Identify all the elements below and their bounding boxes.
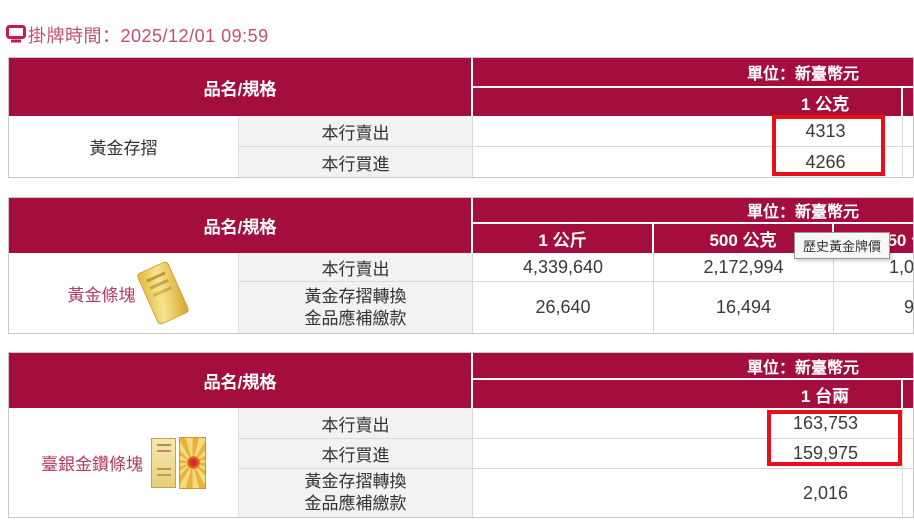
convert-label-line1: 黃金存摺轉換 [304,286,407,306]
cutoff-cell [903,146,913,177]
column-header-1g: 1 公克 [473,88,903,116]
gold-passbook-table: 品名/規格 單位：新臺幣元 1 公克 黃金存摺 本行賣出 4313 本行買進 4… [8,57,914,178]
diamond-convert-price: 2,016 [473,468,903,517]
product-spec-header: 品名/規格 [9,58,473,116]
diamond-bar-image-1[interactable] [151,437,176,488]
convert-label-line1: 黃金存摺轉換 [304,472,407,491]
product-link-gold-bars[interactable]: 黃金條塊 [67,285,136,305]
highlight-box-passbook-prices [772,115,885,176]
passbook-sell-price: 4313 [473,116,903,146]
highlight-box-diamond-prices [767,410,902,466]
product-cell-gold-bars: 黃金條塊 [9,253,239,333]
column-header-1kg: 1 公斤 [473,224,654,253]
unit-label: 單位：新臺幣元 [473,353,913,380]
buy-row-label: 本行買進 [239,438,473,468]
passbook-buy-price: 4266 [473,146,903,177]
diamond-bar-image-2[interactable] [179,436,206,489]
convert-row-label: 黃金存摺轉換 金品應補繳款 [239,281,473,333]
product-link-diamond-bars[interactable]: 臺銀金鑽條塊 [41,455,143,474]
product-name-gold-passbook: 黃金存摺 [9,116,239,177]
sell-row-label: 本行賣出 [239,116,473,146]
history-gold-price-tooltip: 歷史黃金牌價 [794,232,891,259]
bars-sell-1kg: 4,339,640 [473,253,654,281]
column-header-cutoff [903,88,913,116]
buy-row-label: 本行買進 [239,146,473,177]
column-header-1tael: 1 台兩 [473,380,903,408]
gold-bar-image[interactable] [135,260,190,326]
unit-label: 單位：新臺幣元 [473,198,913,224]
convert-label-line2: 金品應補繳款 [304,308,407,328]
product-spec-header: 品名/規格 [9,198,473,253]
cutoff-cell [903,468,913,517]
sell-row-label: 本行賣出 [239,253,473,281]
product-cell-diamond-bars: 臺銀金鑽條塊 [9,408,239,517]
convert-row-label: 黃金存摺轉換 金品應補繳款 [239,468,473,517]
cutoff-cell [903,408,913,438]
convert-label-line2: 金品應補繳款 [304,494,407,513]
monitor-icon [6,25,26,43]
cutoff-cell [903,116,913,146]
column-header-cutoff [903,380,913,408]
bars-convert-500g: 16,494 [654,281,834,333]
product-spec-header: 品名/規格 [9,353,473,408]
listing-time-label: 掛牌時間：2025/12/01 09:59 [28,26,269,46]
bars-convert-1kg: 26,640 [473,281,654,333]
cutoff-cell [903,438,913,468]
gold-bars-table: 品名/規格 單位：新臺幣元 1 公斤 500 公克 250 公克 黃金條塊 本行… [8,197,914,334]
bars-convert-250g-cutoff: 9, [834,281,913,333]
sell-row-label: 本行賣出 [239,408,473,438]
unit-label: 單位：新臺幣元 [473,58,913,88]
